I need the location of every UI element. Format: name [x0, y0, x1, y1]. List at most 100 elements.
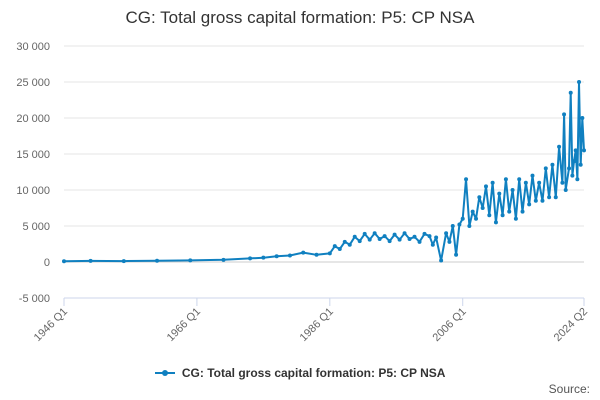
data-point[interactable] [543, 166, 548, 171]
data-point[interactable] [460, 216, 465, 221]
data-point[interactable] [563, 188, 568, 192]
data-point[interactable] [274, 254, 279, 259]
data-point[interactable] [503, 177, 508, 182]
data-point[interactable] [387, 239, 392, 244]
data-point[interactable] [362, 231, 367, 236]
data-point[interactable] [392, 232, 397, 237]
series-line [63, 81, 585, 263]
data-point[interactable] [422, 231, 427, 236]
data-point[interactable] [500, 213, 505, 218]
data-point[interactable] [578, 162, 583, 167]
data-point[interactable] [547, 195, 552, 200]
data-point[interactable] [517, 177, 522, 182]
data-point[interactable] [582, 148, 586, 153]
data-point[interactable] [577, 80, 582, 84]
data-point[interactable] [301, 250, 306, 255]
data-point[interactable] [527, 202, 532, 207]
x-tick-label: 2006 Q1 [431, 306, 469, 344]
series-group [62, 80, 586, 264]
data-point[interactable] [287, 253, 292, 258]
data-point[interactable] [457, 222, 462, 227]
data-point[interactable] [533, 198, 538, 203]
y-tick-label: 5 000 [22, 221, 50, 233]
data-point[interactable] [537, 180, 542, 185]
data-point[interactable] [417, 239, 422, 244]
y-axis-ticks: -5 000 0 5 000 10 000 15 000 20 000 25 000 30 0… [16, 41, 50, 305]
data-point[interactable] [540, 198, 545, 203]
data-point[interactable] [580, 116, 585, 120]
data-point[interactable] [575, 177, 580, 182]
data-point[interactable] [464, 177, 469, 182]
data-point[interactable] [88, 258, 93, 263]
data-point[interactable] [382, 234, 387, 239]
data-point[interactable] [402, 231, 407, 236]
data-point[interactable] [372, 231, 377, 236]
data-point[interactable] [434, 235, 439, 240]
data-point[interactable] [467, 224, 472, 228]
data-point[interactable] [347, 242, 352, 247]
data-point[interactable] [248, 256, 253, 261]
data-point[interactable] [188, 258, 193, 263]
y-tick-label: 10 000 [16, 185, 50, 197]
data-point[interactable] [562, 112, 567, 117]
legend-label: CG: Total gross capital formation: P5: C… [181, 366, 446, 380]
data-point[interactable] [480, 206, 485, 210]
data-point[interactable] [155, 258, 160, 263]
data-point[interactable] [470, 209, 475, 214]
data-point[interactable] [342, 239, 347, 244]
data-point[interactable] [447, 239, 452, 244]
data-point[interactable] [568, 90, 573, 95]
data-point[interactable] [444, 231, 449, 236]
data-point[interactable] [497, 191, 502, 196]
data-point[interactable] [332, 244, 337, 249]
data-point[interactable] [397, 237, 402, 242]
data-point[interactable] [407, 236, 412, 241]
data-point[interactable] [474, 216, 479, 221]
data-point[interactable] [572, 159, 577, 164]
data-point[interactable] [557, 144, 562, 149]
data-point[interactable] [357, 239, 362, 244]
data-point[interactable] [487, 213, 492, 218]
data-point[interactable] [477, 195, 482, 200]
data-point[interactable] [454, 252, 459, 257]
x-tick-label: 1986 Q1 [298, 306, 336, 344]
data-point[interactable] [523, 180, 528, 185]
chart-title: CG: Total gross capital formation: P5: C… [125, 8, 475, 27]
data-point[interactable] [439, 258, 444, 263]
data-point[interactable] [490, 180, 495, 185]
data-point[interactable] [337, 247, 342, 252]
y-tick-label: 20 000 [16, 113, 50, 125]
data-point[interactable] [430, 242, 435, 247]
data-point[interactable] [573, 148, 578, 153]
data-point[interactable] [412, 234, 417, 239]
data-point[interactable] [352, 234, 357, 239]
data-point[interactable] [513, 216, 518, 221]
legend[interactable]: CG: Total gross capital formation: P5: C… [0, 366, 600, 380]
data-point[interactable] [377, 236, 382, 241]
data-point[interactable] [427, 234, 432, 239]
source-label: Source: [548, 382, 590, 396]
x-tick-label: 2024 Q2 [552, 306, 590, 344]
data-point[interactable] [567, 166, 572, 171]
data-point[interactable] [553, 195, 558, 200]
data-point[interactable] [483, 184, 488, 189]
data-point[interactable] [493, 220, 498, 225]
data-point[interactable] [510, 188, 515, 192]
data-point[interactable] [221, 257, 226, 262]
data-point[interactable] [570, 173, 575, 178]
data-point[interactable] [450, 224, 455, 228]
data-point[interactable] [530, 173, 535, 178]
data-point[interactable] [560, 180, 565, 185]
data-point[interactable] [121, 259, 126, 264]
data-point[interactable] [550, 162, 555, 167]
x-tick-label: 1946 Q1 [32, 306, 70, 344]
y-tick-label: 15 000 [16, 149, 50, 161]
data-point[interactable] [520, 209, 525, 214]
data-point[interactable] [314, 252, 319, 257]
data-point[interactable] [261, 255, 266, 260]
data-point[interactable] [507, 209, 512, 214]
data-point[interactable] [367, 237, 372, 242]
y-tick-label: -5 000 [19, 293, 50, 305]
data-point[interactable] [327, 251, 332, 256]
data-point[interactable] [62, 259, 66, 264]
